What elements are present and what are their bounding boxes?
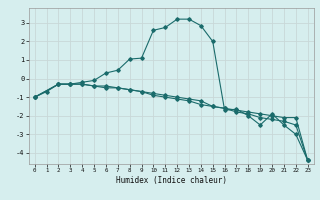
X-axis label: Humidex (Indice chaleur): Humidex (Indice chaleur)	[116, 176, 227, 185]
